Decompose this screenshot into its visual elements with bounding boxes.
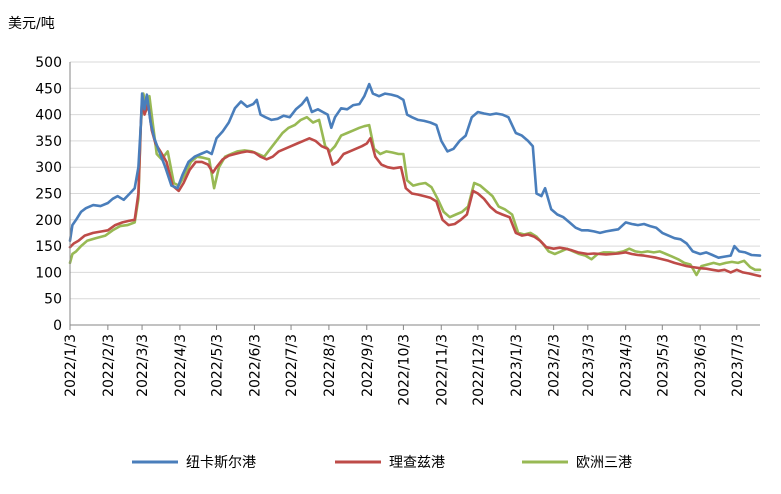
y-tick-label-50: 50 [44, 292, 62, 308]
y-tick-labels: 0 50 100 150 200 250 300 350 400 450 500 [35, 55, 62, 334]
y-tick-label-250: 250 [35, 187, 62, 203]
x-tick-label-16: 2023/5/3 [655, 334, 671, 397]
series-line-2 [68, 92, 762, 277]
series-line-1 [68, 97, 762, 278]
series-lines [68, 82, 762, 278]
x-tick-label-13: 2023/2/3 [547, 334, 563, 397]
legend-label-1: 理查兹港 [389, 455, 445, 471]
legend-label-2: 欧洲三港 [576, 455, 632, 471]
x-tick-label-7: 2022/8/3 [322, 334, 338, 397]
legend-label-0: 纽卡斯尔港 [186, 455, 256, 471]
y-tick-label-500: 500 [35, 55, 62, 71]
series-line-0 [68, 82, 762, 259]
x-tick-label-18: 2023/7/3 [730, 334, 746, 397]
x-tick-label-0: 2022/1/3 [63, 334, 79, 397]
y-tick-label-300: 300 [35, 160, 62, 176]
y-tick-label-200: 200 [35, 213, 62, 229]
y-axis-unit-label: 美元/吨 [8, 16, 55, 32]
x-tick-label-6: 2022/7/3 [284, 334, 300, 397]
y-tick-label-150: 150 [35, 239, 62, 255]
axes [69, 62, 760, 330]
x-tick-label-14: 2023/3/3 [581, 334, 597, 397]
x-tick-label-2: 2022/3/3 [135, 334, 151, 397]
x-tick-label-15: 2023/4/3 [619, 334, 635, 397]
x-tick-label-3: 2022/4/3 [173, 334, 189, 397]
y-tick-label-350: 350 [35, 134, 62, 150]
x-tick-label-8: 2022/9/3 [360, 334, 376, 397]
legend: 纽卡斯尔港 理查兹港 欧洲三港 [132, 455, 632, 471]
x-tick-label-17: 2023/6/3 [693, 334, 709, 397]
x-tick-label-1: 2022/2/3 [101, 334, 117, 397]
x-tick-label-5: 2022/6/3 [247, 334, 263, 397]
y-tick-label-400: 400 [35, 108, 62, 124]
x-tick-label-9: 2022/10/3 [396, 334, 412, 406]
x-tick-label-11: 2022/12/3 [471, 334, 487, 406]
y-tick-label-0: 0 [53, 318, 62, 334]
y-tick-label-100: 100 [35, 265, 62, 281]
y-tick-label-450: 450 [35, 81, 62, 97]
x-tick-label-4: 2022/5/3 [210, 334, 226, 397]
x-tick-label-10: 2022/11/3 [434, 334, 450, 406]
x-tick-labels: 2022/1/3 2022/2/3 2022/3/3 2022/4/3 2022/5/3… [63, 334, 746, 406]
x-tick-label-12: 2023/1/3 [509, 334, 525, 397]
